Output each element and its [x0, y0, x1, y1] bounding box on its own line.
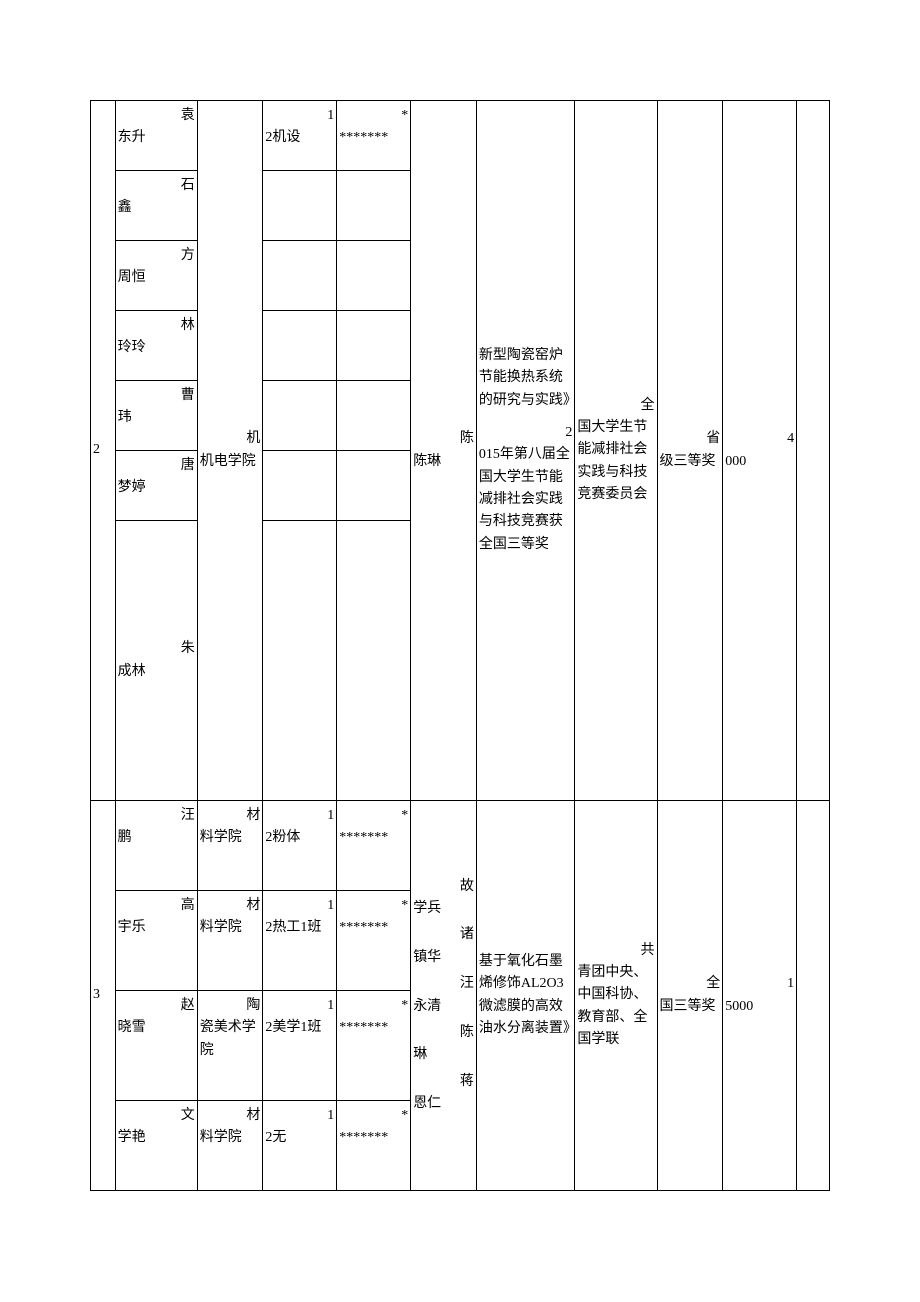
teacher-cell: 陈 陈琳 [411, 101, 477, 801]
member-name: 高 宇乐 [115, 891, 197, 991]
class-cell [263, 521, 337, 801]
college-cell: 材 料学院 [197, 801, 263, 891]
org-cell: 全 国大学生节能减排社会实践与科技竞赛委员会 [575, 101, 657, 801]
id-cell [337, 311, 411, 381]
remark-cell [797, 101, 830, 801]
class-cell [263, 311, 337, 381]
id-cell [337, 171, 411, 241]
member-name: 袁 东升 [115, 101, 197, 171]
member-name: 朱 成林 [115, 521, 197, 801]
id-cell: * ******* [337, 801, 411, 891]
member-name: 赵 晓雪 [115, 991, 197, 1101]
award-cell: 新型陶瓷窑炉节能换热系统的研究与实践》 2 015年第八届全国大学生节能减排社会… [476, 101, 575, 801]
class-cell: 1 2无 [263, 1101, 337, 1191]
table-row: 2 袁 东升 机 机电学院 1 2机设 * ******* 陈 陈琳 [91, 101, 830, 171]
id-cell [337, 381, 411, 451]
row-index: 3 [91, 801, 116, 1191]
college-cell: 材 料学院 [197, 891, 263, 991]
teacher-cell: 故 学兵 诸 镇华 汪 永清 陈 琳 蒋 恩仁 [411, 801, 477, 1191]
class-cell: 1 2粉体 [263, 801, 337, 891]
member-name: 文 学艳 [115, 1101, 197, 1191]
college-cell: 材 料学院 [197, 1101, 263, 1191]
level-cell: 全 国三等奖 [657, 801, 723, 1191]
row-index: 2 [91, 101, 116, 801]
class-cell: 1 2美学1班 [263, 991, 337, 1101]
table-row: 3 汪 鹏 材 料学院 1 2粉体 * ******* 故 学兵 诸 [91, 801, 830, 891]
college-cell: 陶 瓷美术学院 [197, 991, 263, 1101]
member-name: 汪 鹏 [115, 801, 197, 891]
id-cell: * ******* [337, 1101, 411, 1191]
id-cell: * ******* [337, 891, 411, 991]
award-cell: 基于氧化石墨烯修饰AL2O3微滤膜的高效油水分离装置》 [476, 801, 575, 1191]
id-cell [337, 521, 411, 801]
org-cell: 共 青团中央、中国科协、教育部、全国学联 [575, 801, 657, 1191]
class-cell [263, 171, 337, 241]
id-cell [337, 451, 411, 521]
college-cell: 机 机电学院 [197, 101, 263, 801]
member-name: 曹 玮 [115, 381, 197, 451]
class-cell [263, 451, 337, 521]
money-cell: 1 5000 [723, 801, 797, 1191]
member-name: 石 鑫 [115, 171, 197, 241]
class-cell [263, 381, 337, 451]
class-cell [263, 241, 337, 311]
member-name: 唐 梦婷 [115, 451, 197, 521]
id-cell [337, 241, 411, 311]
member-name: 方 周恒 [115, 241, 197, 311]
id-cell: * ******* [337, 991, 411, 1101]
money-cell: 4 000 [723, 101, 797, 801]
class-cell: 1 2热工1班 [263, 891, 337, 991]
id-cell: * ******* [337, 101, 411, 171]
award-table: 2 袁 东升 机 机电学院 1 2机设 * ******* 陈 陈琳 [90, 100, 830, 1191]
remark-cell [797, 801, 830, 1191]
member-name: 林 玲玲 [115, 311, 197, 381]
level-cell: 省 级三等奖 [657, 101, 723, 801]
class-cell: 1 2机设 [263, 101, 337, 171]
